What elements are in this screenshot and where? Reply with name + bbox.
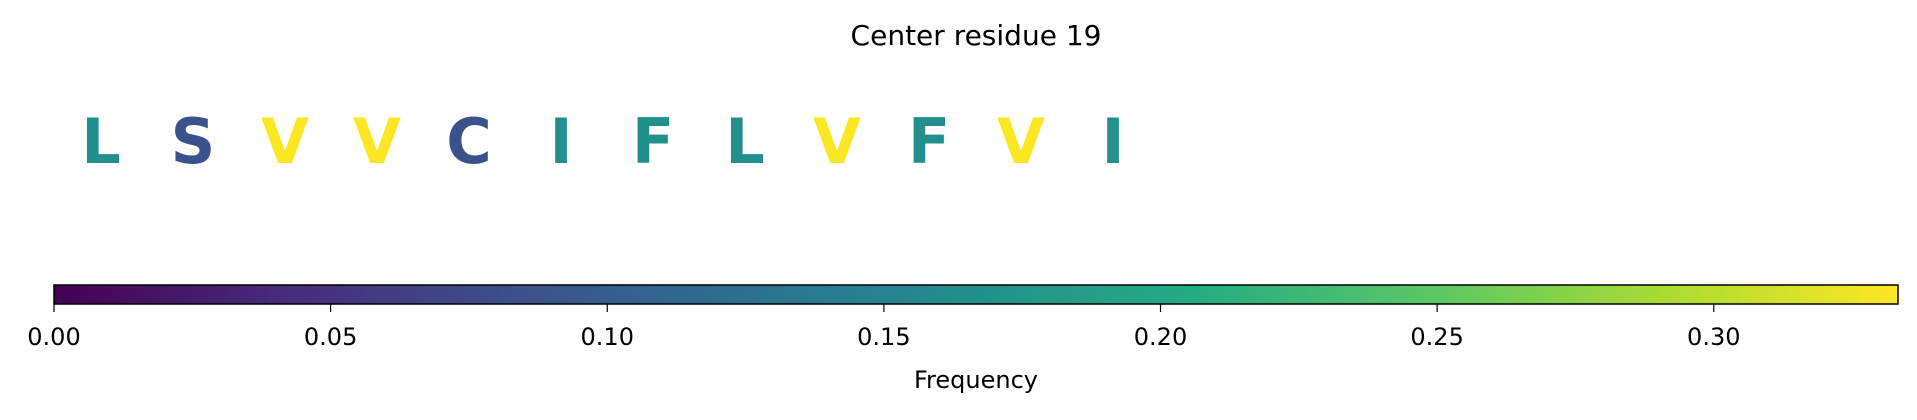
residue-letter: F [908, 105, 950, 178]
residue-letter: V [813, 105, 861, 178]
tick-label: 0.30 [1687, 323, 1740, 351]
tick-label: 0.25 [1410, 323, 1463, 351]
residue-letter: V [261, 105, 309, 178]
tick-label: 0.10 [581, 323, 634, 351]
tick-label: 0.05 [304, 323, 357, 351]
chart-title: Center residue 19 [851, 19, 1102, 52]
residue-letter: C [446, 105, 492, 178]
colorbar [53, 284, 1899, 305]
residue-letter: F [632, 105, 674, 178]
residue-letter: V [997, 105, 1045, 178]
residue-letter: L [81, 105, 121, 178]
residue-letter: L [725, 105, 765, 178]
tick-label: 0.15 [857, 323, 910, 351]
residue-letter: S [171, 105, 216, 178]
residue-letter: I [549, 105, 572, 178]
tick-label: 0.00 [27, 323, 80, 351]
colorbar-label: Frequency [914, 366, 1038, 394]
residue-letter: I [1101, 105, 1124, 178]
tick-label: 0.20 [1134, 323, 1187, 351]
residue-letter: V [353, 105, 401, 178]
